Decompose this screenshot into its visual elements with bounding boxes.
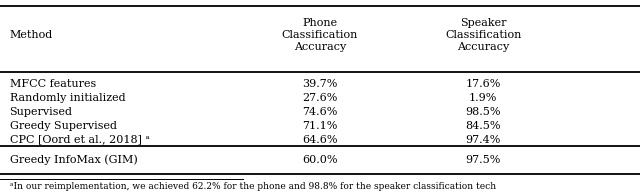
Text: 60.0%: 60.0% (302, 155, 338, 165)
Text: 74.6%: 74.6% (302, 107, 338, 117)
Text: 27.6%: 27.6% (302, 93, 338, 103)
Text: 97.4%: 97.4% (465, 135, 501, 145)
Text: MFCC features: MFCC features (10, 80, 96, 89)
Text: 98.5%: 98.5% (465, 107, 501, 117)
Text: 71.1%: 71.1% (302, 121, 338, 131)
Text: Greedy InfoMax (GIM): Greedy InfoMax (GIM) (10, 155, 138, 165)
Text: ᵃIn our reimplementation, we achieved 62.2% for the phone and 98.8% for the spea: ᵃIn our reimplementation, we achieved 62… (10, 182, 496, 191)
Text: 84.5%: 84.5% (465, 121, 501, 131)
Text: 17.6%: 17.6% (465, 80, 501, 89)
Text: 39.7%: 39.7% (302, 80, 338, 89)
Text: CPC [Oord et al., 2018] ᵃ: CPC [Oord et al., 2018] ᵃ (10, 135, 150, 145)
Text: Phone
Classification
Accuracy: Phone Classification Accuracy (282, 18, 358, 52)
Text: Greedy Supervised: Greedy Supervised (10, 121, 116, 131)
Text: Speaker
Classification
Accuracy: Speaker Classification Accuracy (445, 18, 522, 52)
Text: 97.5%: 97.5% (465, 155, 501, 165)
Text: 1.9%: 1.9% (469, 93, 497, 103)
Text: Randomly initialized: Randomly initialized (10, 93, 125, 103)
Text: Method: Method (10, 30, 53, 40)
Text: 64.6%: 64.6% (302, 135, 338, 145)
Text: Supervised: Supervised (10, 107, 72, 117)
